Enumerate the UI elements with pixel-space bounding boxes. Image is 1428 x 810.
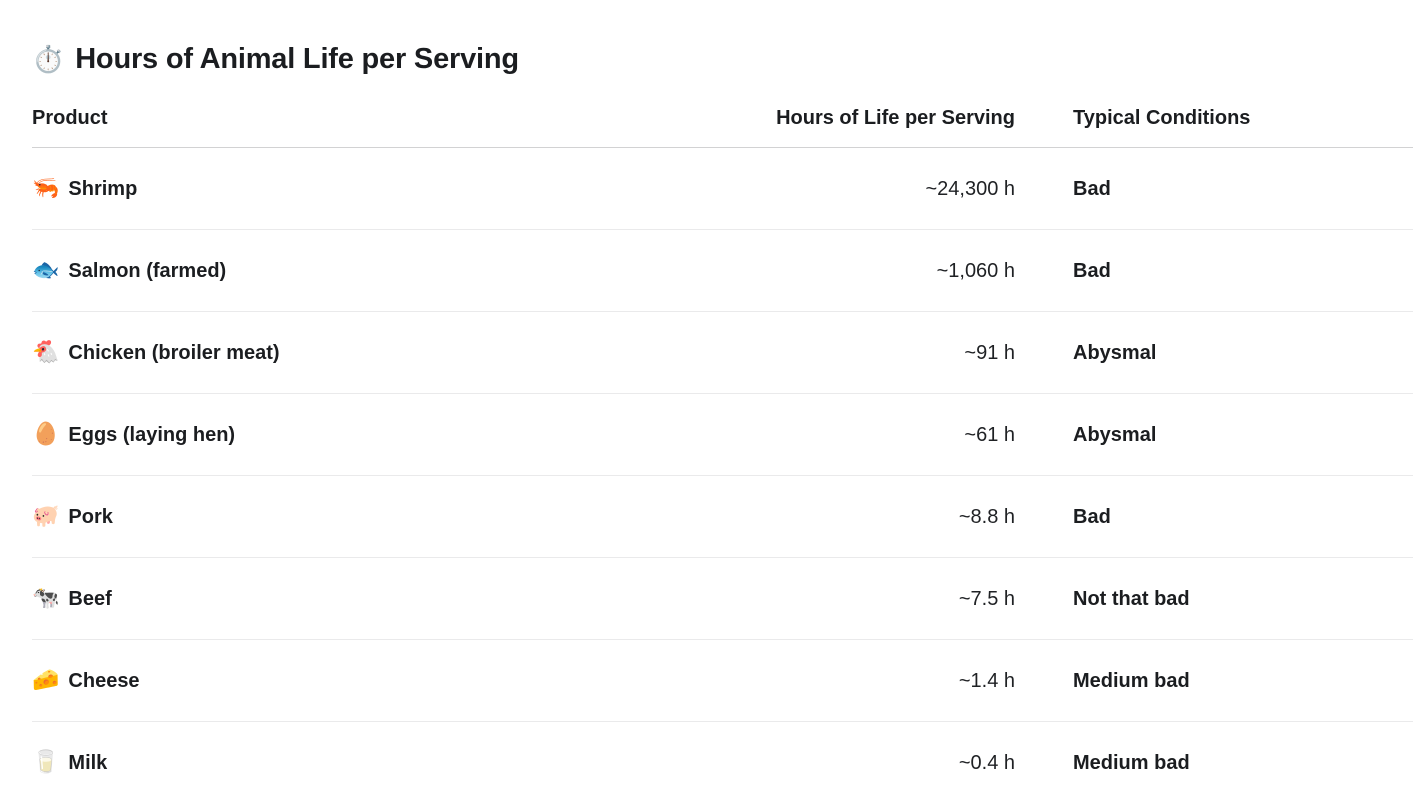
hours-value: ~1,060 h [715, 229, 1073, 312]
table-row: 🦐 Shrimp ~24,300 h Bad [32, 147, 1413, 230]
page-title: ⏱️ Hours of Animal Life per Serving [32, 39, 1413, 79]
hours-value: ~0.4 h [958, 751, 1015, 774]
table-row: 🐖 Pork ~8.8 h Bad [32, 475, 1413, 558]
conditions-value: Abysmal [1073, 311, 1413, 394]
table-row: 🐔 Chicken (broiler meat) ~91 h Abysmal [32, 311, 1413, 394]
table-row: 🐟 Salmon (farmed) ~1,060 h Bad [32, 229, 1413, 312]
product-name: Milk [68, 752, 108, 774]
product-name: Beef [68, 588, 112, 610]
table-row: 🥚 Eggs (laying hen) ~61 h Abysmal [32, 393, 1413, 476]
column-header-conditions: Typical Conditions [1073, 79, 1413, 148]
fish-icon: 🐟 [32, 257, 60, 282]
product-name: Eggs (laying hen) [68, 424, 236, 446]
hours-value: ~24,300 h [715, 147, 1073, 230]
stopwatch-icon: ⏱️ [32, 44, 65, 74]
cheese-icon: 🧀 [32, 667, 60, 692]
product-cell: 🐟 Salmon (farmed) [32, 229, 715, 312]
pig-icon: 🐖 [32, 503, 60, 528]
product-name: Cheese [68, 670, 140, 692]
table-header-row: Product Hours of Life per Serving Typica… [32, 79, 1413, 148]
conditions-value: Medium bad [1073, 639, 1413, 722]
product-cell: 🐖 Pork [32, 475, 715, 558]
hours-value: ~8.8 h [715, 475, 1073, 558]
hours-value: ~61 h [715, 393, 1073, 476]
product-cell: 🐔 Chicken (broiler meat) [32, 311, 715, 394]
column-header-product: Product [32, 79, 715, 148]
conditions-value: Medium bad [1073, 751, 1190, 774]
milk-glass-icon: 🥛 [32, 749, 60, 774]
product-name: Chicken (broiler meat) [68, 342, 280, 364]
table-row: 🥛 Milk ~0.4 h Medium bad [32, 722, 1413, 804]
product-cell: 🧀 Cheese [32, 639, 715, 722]
page-title-text: Hours of Animal Life per Serving [75, 43, 519, 75]
egg-icon: 🥚 [32, 421, 60, 446]
conditions-value: Abysmal [1073, 393, 1413, 476]
column-header-hours: Hours of Life per Serving [715, 79, 1073, 148]
product-name: Shrimp [68, 178, 138, 200]
product-cell: 🐄 Beef [32, 557, 715, 640]
conditions-value: Bad [1073, 147, 1413, 230]
hours-value: ~91 h [715, 311, 1073, 394]
shrimp-icon: 🦐 [32, 175, 60, 200]
product-cell: 🦐 Shrimp [32, 147, 715, 230]
product-cell: 🥚 Eggs (laying hen) [32, 393, 715, 476]
table-row: 🐄 Beef ~7.5 h Not that bad [32, 557, 1413, 640]
conditions-value: Bad [1073, 229, 1413, 312]
conditions-value: Bad [1073, 475, 1413, 558]
product-name: Pork [68, 506, 113, 528]
cow-icon: 🐄 [32, 585, 60, 610]
animal-life-table: Product Hours of Life per Serving Typica… [32, 79, 1413, 803]
product-cell: 🥛 Milk [32, 722, 715, 804]
conditions-value: Not that bad [1073, 557, 1413, 640]
product-name: Salmon (farmed) [68, 260, 227, 282]
table-row: 🧀 Cheese ~1.4 h Medium bad [32, 639, 1413, 722]
hours-value: ~7.5 h [715, 557, 1073, 640]
hours-value: ~1.4 h [715, 639, 1073, 722]
chicken-icon: 🐔 [32, 339, 60, 364]
